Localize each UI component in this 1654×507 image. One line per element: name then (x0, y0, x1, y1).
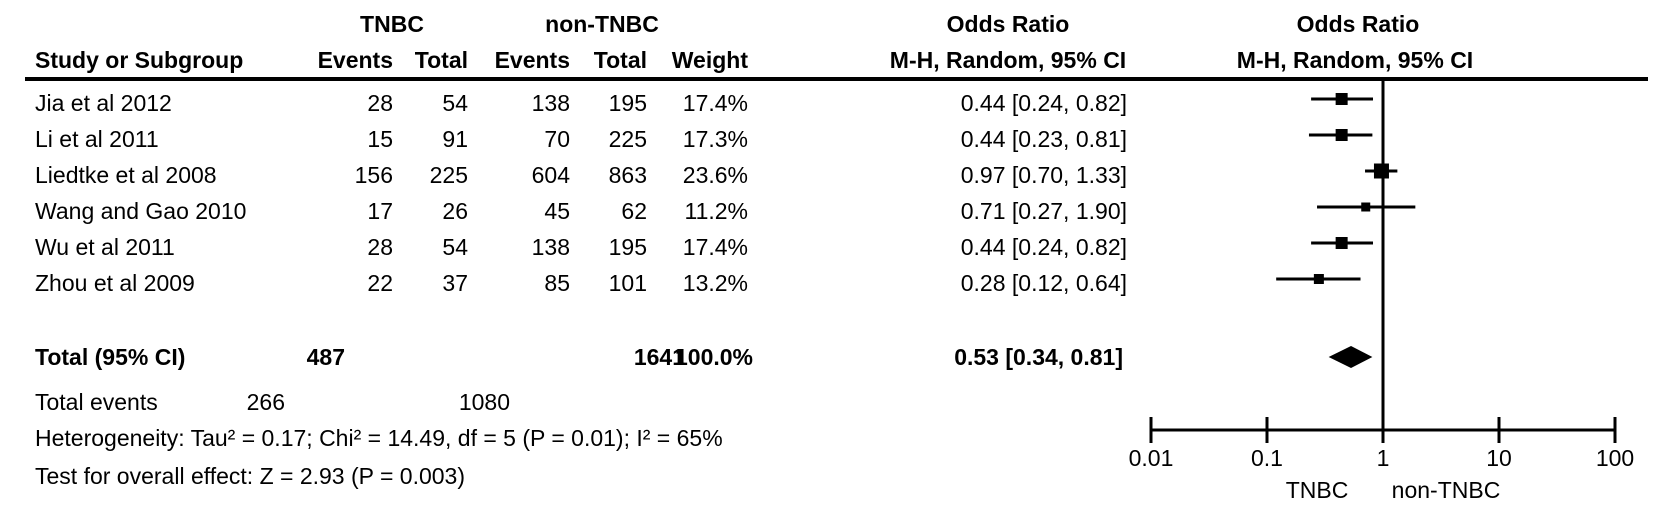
study-weight: 11.2% (684, 198, 748, 224)
col-header-tnbc-events: Events (317, 47, 393, 73)
col-header-tnbc-total: Total (414, 47, 468, 73)
study-or-label: 0.71 [0.27, 1.90] (960, 198, 1127, 224)
study-weight: 17.4% (682, 90, 748, 116)
point-estimate-square (1335, 237, 1348, 249)
col-group-non-tnbc: non-TNBC (545, 11, 659, 37)
total-row-label: Total (95% CI) (35, 344, 186, 370)
study-or-label: 0.44 [0.24, 0.82] (960, 90, 1127, 116)
study-tnbc-total: 225 (429, 162, 468, 188)
study-or-label: 0.44 [0.24, 0.82] (960, 234, 1127, 260)
favours-right-label: non-TNBC (1392, 477, 1501, 503)
study-non-tnbc-total: 225 (608, 126, 647, 152)
total-or-label: 0.53 [0.34, 0.81] (954, 344, 1123, 370)
study-non-tnbc-total: 101 (608, 270, 647, 296)
study-tnbc-total: 37 (442, 270, 468, 296)
study-name: Jia et al 2012 (35, 90, 172, 116)
point-estimate-square (1373, 163, 1389, 179)
study-name: Liedtke et al 2008 (35, 162, 217, 188)
study-name: Wang and Gao 2010 (35, 198, 247, 224)
study-non-tnbc-events: 138 (531, 90, 570, 116)
study-tnbc-events: 28 (367, 234, 393, 260)
point-estimate-square (1335, 129, 1348, 141)
point-estimate-square (1335, 93, 1348, 105)
total-events-non-tnbc: 1080 (458, 389, 510, 415)
col-header-non-tnbc-total: Total (593, 47, 647, 73)
study-non-tnbc-total: 195 (608, 234, 647, 260)
col-header-weight: Weight (671, 47, 748, 73)
study-non-tnbc-total: 863 (608, 162, 647, 188)
col-header-study: Study or Subgroup (35, 47, 244, 73)
total-events-label: Total events (35, 389, 158, 415)
study-non-tnbc-events: 45 (544, 198, 570, 224)
study-non-tnbc-events: 85 (544, 270, 570, 296)
study-tnbc-total: 26 (442, 198, 468, 224)
study-non-tnbc-events: 70 (544, 126, 570, 152)
heterogeneity-text: Heterogeneity: Tau² = 0.17; Chi² = 14.49… (35, 425, 723, 451)
study-name: Zhou et al 2009 (35, 270, 195, 296)
col-group-odds-ratio-left: Odds Ratio (946, 11, 1070, 37)
study-or-label: 0.97 [0.70, 1.33] (960, 162, 1127, 188)
study-tnbc-events: 22 (367, 270, 393, 296)
x-axis-tick-label-0.1: 0.1 (1251, 445, 1283, 471)
header-rule (25, 77, 1648, 81)
total-events-tnbc: 266 (246, 389, 285, 415)
col-header-mh-right: M-H, Random, 95% CI (1236, 47, 1474, 73)
study-weight: 23.6% (682, 162, 748, 188)
study-name: Li et al 2011 (35, 126, 159, 152)
study-tnbc-events: 17 (367, 198, 393, 224)
x-axis-tick-label-1: 1 (1377, 445, 1390, 471)
study-weight: 17.4% (682, 234, 748, 260)
x-axis-tick-label-0.01: 0.01 (1129, 445, 1174, 471)
x-axis-tick-label-100: 100 (1596, 445, 1634, 471)
study-non-tnbc-total: 195 (608, 90, 647, 116)
total-weight: 100.0% (675, 344, 754, 370)
study-weight: 13.2% (682, 270, 748, 296)
summary-diamond (1328, 346, 1373, 368)
study-weight: 17.3% (682, 126, 748, 152)
overall-effect-text: Test for overall effect: Z = 2.93 (P = 0… (35, 463, 465, 489)
total-non-tnbc-total: 1641 (633, 344, 685, 370)
favours-left-label: TNBC (1286, 477, 1349, 503)
study-non-tnbc-events: 138 (531, 234, 570, 260)
study-or-label: 0.28 [0.12, 0.64] (960, 270, 1127, 296)
study-or-label: 0.44 [0.23, 0.81] (960, 126, 1127, 152)
study-non-tnbc-total: 62 (621, 198, 647, 224)
point-estimate-square (1361, 202, 1371, 212)
study-tnbc-events: 15 (367, 126, 393, 152)
col-header-mh-left: M-H, Random, 95% CI (889, 47, 1127, 73)
total-tnbc-total: 487 (306, 344, 345, 370)
study-tnbc-events: 156 (354, 162, 393, 188)
point-estimate-square (1313, 274, 1324, 284)
study-tnbc-events: 28 (367, 90, 393, 116)
col-group-odds-ratio-right: Odds Ratio (1296, 11, 1420, 37)
study-tnbc-total: 54 (442, 90, 468, 116)
study-tnbc-total: 91 (442, 126, 468, 152)
x-axis-tick-label-10: 10 (1486, 445, 1512, 471)
study-tnbc-total: 54 (442, 234, 468, 260)
col-group-tnbc: TNBC (360, 11, 424, 37)
study-non-tnbc-events: 604 (531, 162, 570, 188)
study-name: Wu et al 2011 (35, 234, 175, 260)
col-header-non-tnbc-events: Events (494, 47, 570, 73)
